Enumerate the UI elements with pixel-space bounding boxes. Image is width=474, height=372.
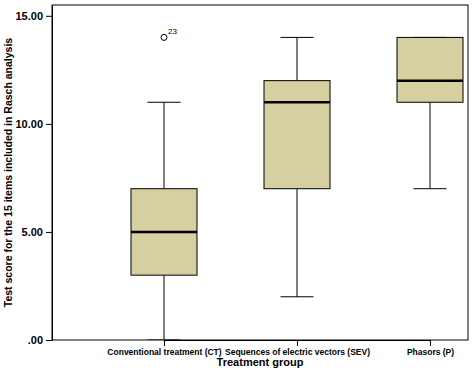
- y-tick-label: 5.00: [22, 226, 43, 238]
- y-tick-label: .00: [28, 334, 43, 346]
- y-tick-mark: [46, 232, 52, 233]
- y-tick: .00: [28, 334, 52, 346]
- x-axis-title: Treatment group: [217, 356, 304, 368]
- median: [131, 231, 197, 234]
- x-tick: Conventional treatment (CT): [107, 340, 221, 357]
- upper-whisker: [164, 102, 165, 188]
- max-cap: [148, 102, 181, 103]
- box-plot: [397, 37, 463, 188]
- y-axis: .00 5.00 10.00 15.00: [15, 6, 52, 347]
- chart: .00 5.00 10.00 15.00 Conventional treatment …: [0, 0, 474, 372]
- x-tick-mark: [430, 340, 431, 346]
- y-tick-mark: [46, 124, 52, 125]
- y-tick: 5.00: [22, 226, 52, 238]
- boxes: [131, 34, 463, 340]
- x-tick: Sequences of electric vectors (SEV): [225, 340, 370, 357]
- x-axis: Conventional treatment (CT) Sequences of …: [107, 340, 454, 357]
- box-plot: [131, 34, 197, 340]
- upper-whisker: [297, 37, 298, 80]
- x-tick-label: Phasors (P): [407, 347, 454, 357]
- y-axis-title: Test score for the 15 items included in …: [2, 38, 14, 308]
- plot-frame: [52, 5, 468, 340]
- median: [264, 101, 330, 104]
- lower-whisker: [297, 189, 298, 297]
- y-tick-label: 10.00: [15, 118, 43, 130]
- box: [397, 37, 463, 102]
- y-tick-mark: [46, 340, 52, 341]
- x-tick: Phasors (P): [407, 340, 454, 357]
- min-cap: [281, 296, 314, 297]
- min-cap: [414, 188, 447, 189]
- median: [397, 79, 463, 82]
- x-tick-mark: [297, 340, 298, 346]
- y-tick-mark: [46, 16, 52, 17]
- outlier: [161, 34, 167, 40]
- y-tick: 10.00: [15, 118, 52, 130]
- box: [264, 81, 330, 189]
- lower-whisker: [430, 102, 431, 188]
- y-axis-line: [52, 6, 53, 341]
- box-plot: [264, 37, 330, 296]
- outlier-label: 23: [168, 27, 177, 36]
- max-cap: [281, 37, 314, 38]
- box: [131, 189, 197, 275]
- y-tick: 15.00: [15, 10, 52, 22]
- y-tick-label: 15.00: [15, 10, 43, 22]
- x-tick-mark: [164, 340, 165, 346]
- min-cap: [148, 340, 181, 341]
- lower-whisker: [164, 275, 165, 340]
- x-tick-label: Conventional treatment (CT): [107, 347, 221, 357]
